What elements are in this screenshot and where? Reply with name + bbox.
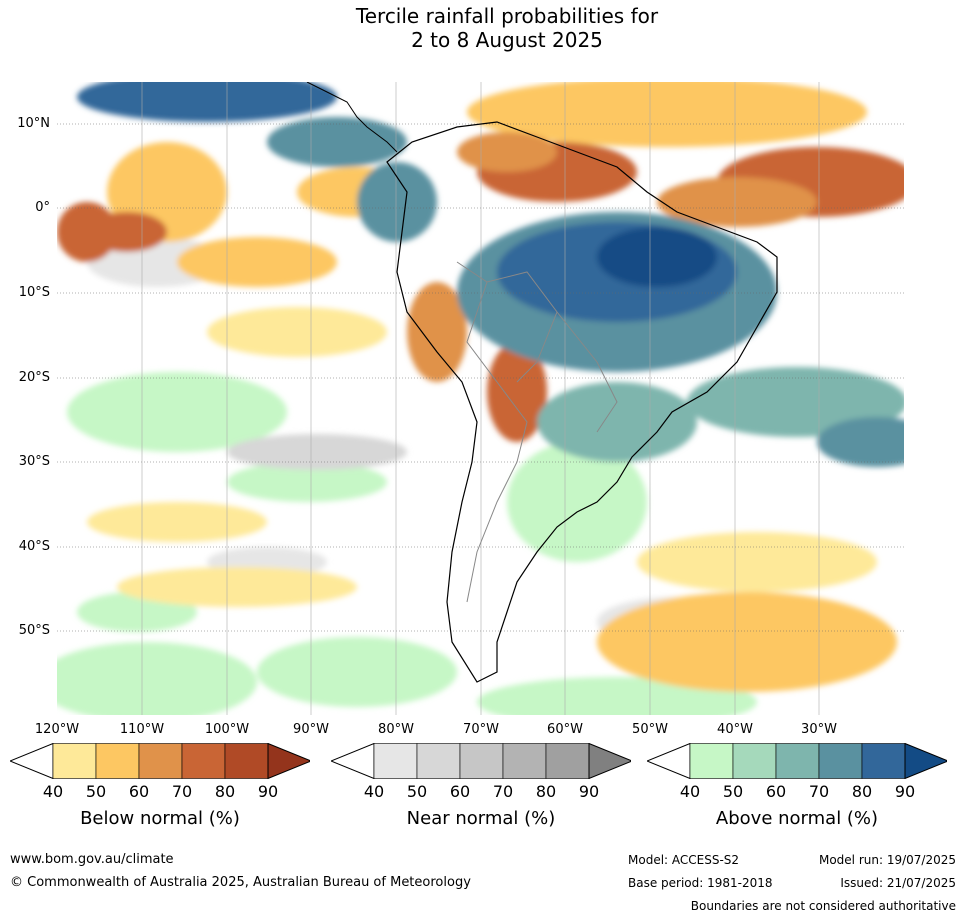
lon-label-40w: 40°W [717,722,753,737]
colorbar-segment [545,743,590,779]
colorbar-segment [224,743,269,779]
tick: 60 [765,782,787,801]
tick: 70 [171,782,193,801]
map-title: Tercile rainfall probabilities for 2 to … [0,4,965,52]
below-normal-label: Below normal (%) [80,808,240,829]
tick: 50 [722,782,744,801]
near-normal-label: Near normal (%) [406,808,556,829]
copyright-text: © Commonwealth of Australia 2025, Austra… [10,875,471,890]
tick: 50 [406,782,428,801]
lat-label-50s: 50°S [18,623,50,638]
model-text: Model: ACCESS-S2 [628,853,740,867]
boundaries-disclaimer: Boundaries are not considered authoritat… [690,899,956,913]
lon-label-110w: 110°W [119,722,165,737]
tick: 50 [85,782,107,801]
south-america-coastline [386,121,778,683]
lat-label-20s: 20°S [18,370,50,385]
tick: 40 [363,782,385,801]
colorbar-segment [181,743,226,779]
colorbar-min-arrow [10,743,54,779]
colorbar-max-arrow [267,743,310,779]
tick: 40 [42,782,64,801]
tick: 80 [535,782,557,801]
colorbar-max-arrow [588,743,631,779]
tick: 80 [214,782,236,801]
lat-label-0: 0° [35,200,50,215]
tick: 90 [894,782,916,801]
lon-label-70w: 70°W [463,722,499,737]
above-normal-label: Above normal (%) [715,808,879,829]
issued-text: Issued: 21/07/2025 [840,876,956,890]
tick: 90 [578,782,600,801]
colorbar-segment [732,743,777,779]
central-america-coastline [306,82,398,153]
rainfall-map [57,82,904,715]
colorbar-segment [373,743,418,779]
model-run-text: Model run: 19/07/2025 [818,853,956,867]
colorbar-min-arrow [647,743,691,779]
lon-label-120w: 120°W [34,722,80,737]
lat-label-10s: 10°S [18,285,50,300]
near-normal-colorbar [331,743,631,779]
tick: 90 [257,782,279,801]
colorbar-segment [138,743,183,779]
colorbar-segment [52,743,97,779]
tick: 40 [679,782,701,801]
lon-label-30w: 30°W [801,722,837,737]
tick: 70 [492,782,514,801]
colorbar-max-arrow [904,743,947,779]
below-normal-colorbar [10,743,310,779]
country-borders [456,261,618,603]
lat-label-10n: 10°N [17,116,50,131]
colorbar-min-arrow [331,743,375,779]
tick: 70 [808,782,830,801]
lon-label-90w: 90°W [293,722,329,737]
base-period-text: Base period: 1981-2018 [628,876,773,890]
title-line-2: 2 to 8 August 2025 [411,28,603,52]
lat-label-40s: 40°S [18,539,50,554]
colorbar-segment [689,743,734,779]
colorbar-segment [861,743,906,779]
lat-label-30s: 30°S [18,454,50,469]
colorbar-segment [818,743,863,779]
colorbar-segment [775,743,820,779]
above-normal-colorbar [647,743,947,779]
colorbar-segment [459,743,504,779]
tick: 60 [128,782,150,801]
lon-label-100w: 100°W [204,722,250,737]
tick: 60 [449,782,471,801]
colorbar-segment [416,743,461,779]
tick: 80 [851,782,873,801]
lon-label-50w: 50°W [632,722,668,737]
title-line-1: Tercile rainfall probabilities for [355,4,659,28]
colorbar-segment [502,743,547,779]
colorbar-segment [95,743,140,779]
website-link[interactable]: www.bom.gov.au/climate [10,852,174,867]
lon-label-60w: 60°W [547,722,583,737]
lon-label-80w: 80°W [378,722,414,737]
